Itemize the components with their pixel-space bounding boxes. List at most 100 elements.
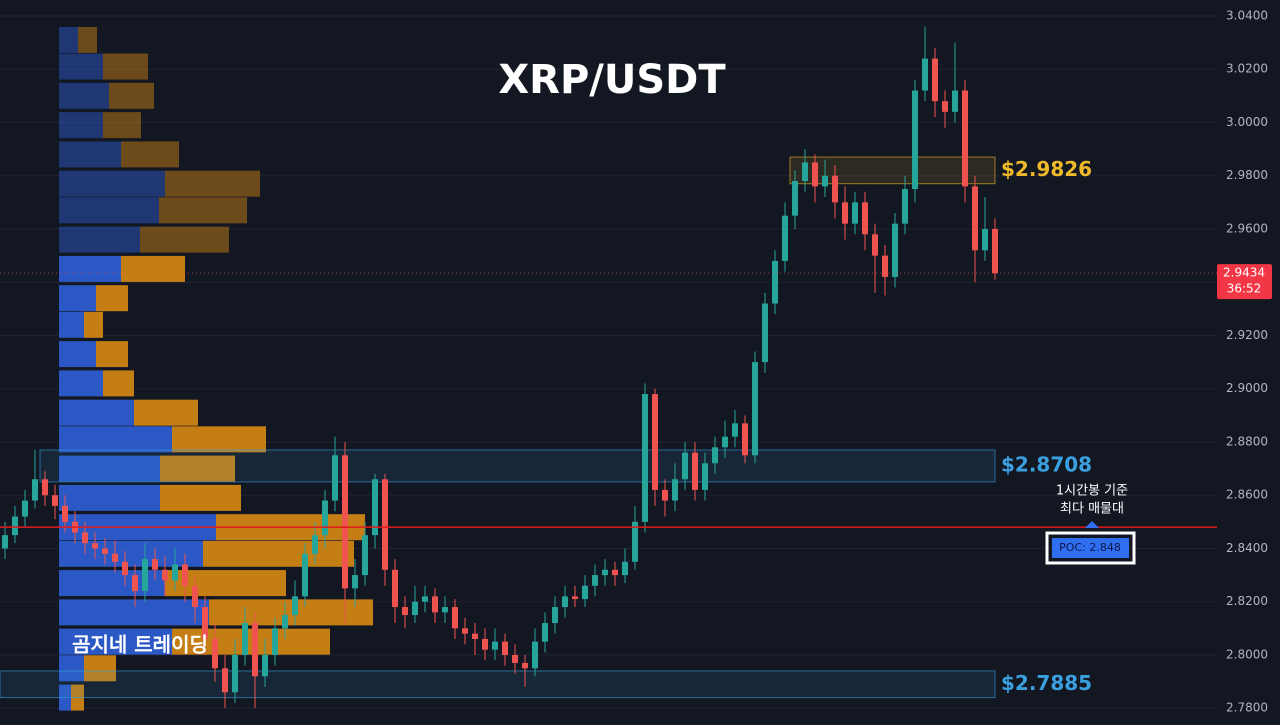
profile-sell xyxy=(121,141,179,168)
profile-buy xyxy=(59,628,172,655)
zone xyxy=(39,449,996,483)
candle-body xyxy=(82,532,88,544)
profile-buy xyxy=(59,455,160,482)
candle-body xyxy=(542,623,548,642)
profile-buy xyxy=(59,599,209,626)
y-tick-label: 2.8800 xyxy=(1226,434,1268,448)
candle-body xyxy=(2,535,8,549)
candle-body xyxy=(152,559,158,570)
candle-body xyxy=(742,423,748,456)
candle-body xyxy=(32,479,38,501)
candle-body xyxy=(322,500,328,536)
last-price-box xyxy=(1217,264,1272,300)
candle-body xyxy=(332,455,338,501)
candle-body xyxy=(962,90,968,187)
candle-body xyxy=(942,101,948,112)
profile-sell xyxy=(209,599,373,626)
zone xyxy=(0,670,996,699)
candle-body xyxy=(812,162,818,187)
pointer xyxy=(1085,521,1099,528)
profile-buy xyxy=(59,285,96,312)
candle-body xyxy=(932,58,938,102)
candle-body xyxy=(232,654,238,693)
profile-buy xyxy=(59,426,172,453)
candle-body xyxy=(522,662,528,669)
candle-body xyxy=(222,668,228,693)
profile-sell xyxy=(96,285,128,312)
candle-body xyxy=(22,500,28,517)
profile-sell xyxy=(121,255,185,282)
candle-body xyxy=(552,607,558,624)
y-tick-label: 2.9800 xyxy=(1226,168,1268,182)
candle-body xyxy=(162,569,168,581)
candle-body xyxy=(172,564,178,581)
candle-body xyxy=(342,455,348,589)
candle-body xyxy=(832,175,838,203)
candle-body xyxy=(632,521,638,562)
profile-sell xyxy=(84,655,116,682)
candle-body xyxy=(592,575,598,586)
candles xyxy=(2,26,998,709)
candle-body xyxy=(122,561,128,576)
candle-body xyxy=(862,202,868,235)
profile-buy xyxy=(59,484,160,511)
candle-body xyxy=(242,623,248,655)
candle-body xyxy=(92,543,98,549)
profile-buy xyxy=(59,53,103,80)
candle-body xyxy=(412,601,418,616)
last-price-label: 2.9434 xyxy=(1223,266,1265,280)
candle-body xyxy=(132,575,138,592)
candle-body xyxy=(582,585,588,600)
profile-buy xyxy=(59,399,134,426)
candle-body xyxy=(772,260,778,304)
candle-body xyxy=(512,654,518,663)
candle-body xyxy=(822,175,828,187)
profile-sell xyxy=(160,484,241,511)
profile-buy xyxy=(59,197,159,224)
profile-buy xyxy=(59,311,84,338)
candle-body xyxy=(62,505,68,522)
candle-body xyxy=(852,202,858,224)
candle-body xyxy=(692,452,698,490)
candle-body xyxy=(462,628,468,634)
y-tick-label: 2.9000 xyxy=(1226,381,1268,395)
profile-buy xyxy=(59,170,165,197)
y-tick-label: 2.8600 xyxy=(1226,488,1268,502)
candle-body xyxy=(452,607,458,629)
candle-body xyxy=(662,489,668,501)
candle-body xyxy=(482,639,488,650)
candle-body xyxy=(982,228,988,251)
zone-label: $2.7885 xyxy=(1001,671,1092,695)
candle-body xyxy=(892,223,898,277)
candle-body xyxy=(372,479,378,536)
candle-body xyxy=(352,575,358,589)
candle-body xyxy=(642,394,648,522)
profile-sell xyxy=(96,341,128,368)
candle-body xyxy=(262,654,268,677)
profile-sell xyxy=(134,399,198,426)
watermark: 곰지네 트레이딩 xyxy=(72,633,208,657)
candle-body xyxy=(872,234,878,256)
profile-sell xyxy=(103,370,134,397)
y-tick-label: 3.0400 xyxy=(1226,8,1268,22)
candle-body xyxy=(902,189,908,224)
profile-sell xyxy=(78,26,97,53)
y-tick-label: 2.8400 xyxy=(1226,541,1268,555)
candle-body xyxy=(622,561,628,576)
annotation: 1시간봉 기준 xyxy=(1056,484,1128,499)
candle-body xyxy=(212,639,218,669)
candle-body xyxy=(532,641,538,669)
y-tick-label: 3.0200 xyxy=(1226,62,1268,76)
candle-body xyxy=(42,479,48,496)
candle-body xyxy=(292,596,298,616)
candle-body xyxy=(882,255,888,277)
profile-sell xyxy=(159,197,247,224)
zone-label: $2.8708 xyxy=(1001,452,1092,476)
candle-body xyxy=(102,548,108,554)
y-tick-label: 3.0000 xyxy=(1226,115,1268,129)
candle-body xyxy=(712,447,718,464)
profile-buy xyxy=(59,341,96,368)
candle-body xyxy=(282,615,288,629)
poc-frame xyxy=(1045,531,1136,565)
